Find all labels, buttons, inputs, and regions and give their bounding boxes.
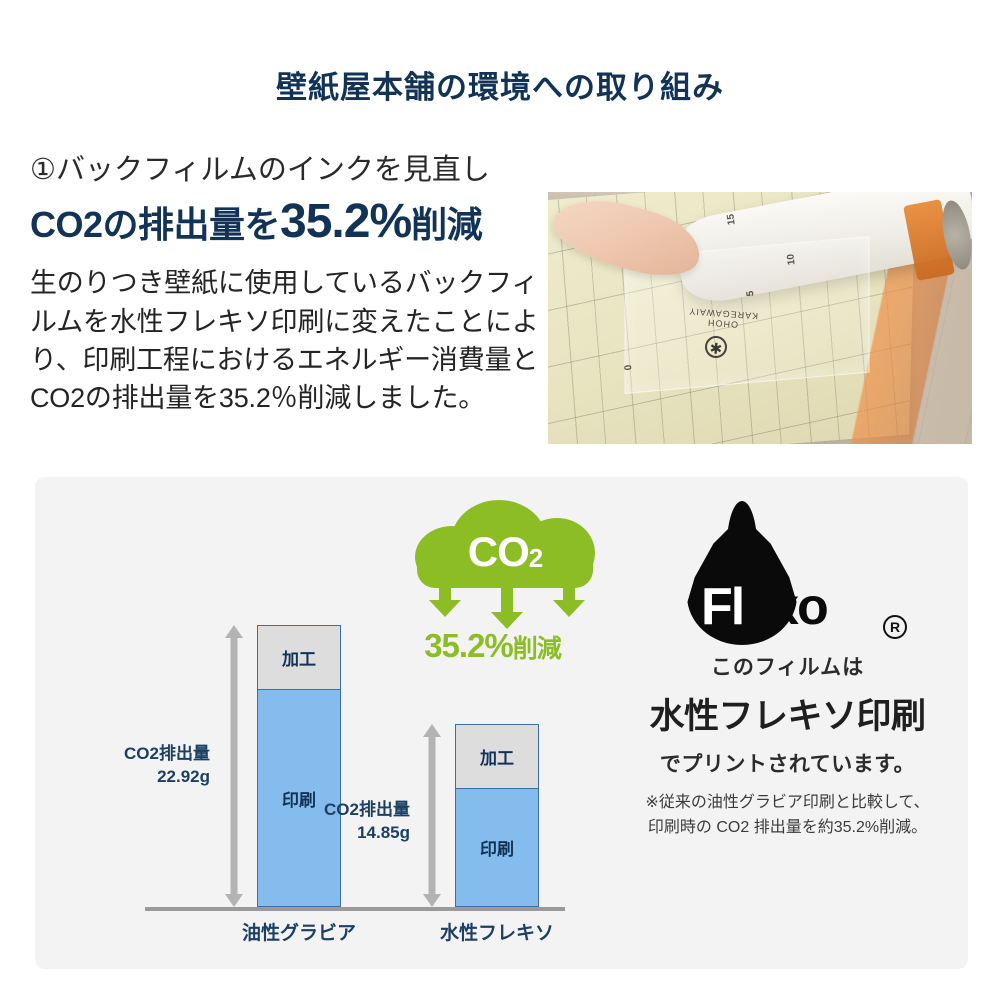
ruler-mark-10: 10 (785, 253, 798, 266)
dimension-label-oil-gravure: CO2排出量 22.92g (124, 744, 210, 787)
dimension-arrow-oil-gravure (225, 625, 243, 907)
bar-segment-printing: 印刷 (258, 690, 340, 906)
downward-arrows-icon (429, 583, 585, 631)
bar-group-water-flexo: 加工 印刷 水性フレキソ (440, 724, 554, 944)
infographic-panel: 加工 印刷 油性グラビア CO2排出量 22.92g 加工 印刷 水性フレキソ (35, 477, 968, 969)
category-label-water-flexo: 水性フレキソ (439, 923, 555, 944)
co2-bar-chart: 加工 印刷 油性グラビア CO2排出量 22.92g 加工 印刷 水性フレキソ (115, 572, 570, 957)
flexo-line-2: 水性フレキソ印刷 (649, 697, 926, 736)
ruler-mark-15: 15 (725, 213, 738, 226)
headline-suffix: 削減 (411, 204, 483, 246)
intro-body-text: 生のりつき壁紙に使用しているバックフィルムを水性フレキソ印刷に変えたことにより、… (30, 268, 539, 414)
intro-block: ①バックフィルムのインクを見直し CO2の排出量を 35.2% 削減 生のりつき壁紙… (30, 152, 540, 418)
headline-prefix: CO2の排出量を (30, 204, 281, 246)
headline-value: 35.2% (280, 195, 412, 249)
intro-step-line: ①バックフィルムのインクを見直し (30, 154, 490, 186)
dimension-arrow-water-flexo (423, 724, 441, 907)
flexo-line-1: このフィルムは (710, 656, 865, 679)
flexo-footnote: ※従来の油性グラビア印刷と比較して、 印刷時の CO2 排出量を約35.2%削減。 (645, 794, 930, 836)
ruler-mark-0: 0 (623, 364, 635, 371)
bar-segment-processing: 加工 (258, 626, 340, 690)
chart-baseline (145, 907, 565, 911)
co2-cloud-label: CO 2 (467, 528, 544, 575)
intro-headline: CO2の排出量を 35.2% 削減 (30, 196, 540, 248)
flexo-logo: Flexo R (615, 501, 960, 645)
bar-segment-processing: 加工 (456, 725, 538, 789)
flexo-wordmark: Flexo (701, 578, 829, 636)
bar-segment-printing: 印刷 (456, 789, 538, 906)
stacked-bar: 加工 印刷 (455, 724, 539, 907)
flexo-block: Flexo R このフィルムは 水性フレキソ印刷 でプリントされています。 ※従… (615, 501, 960, 841)
registered-trademark-icon: R (883, 615, 907, 639)
dimension-label-water-flexo: CO2排出量 14.85g (324, 800, 410, 843)
stacked-bar: 加工 印刷 (257, 625, 341, 907)
ruler-mark-5: 5 (745, 290, 757, 297)
page-title: 壁紙屋本舗の環境への取り組み (276, 70, 724, 105)
water-drop-tip (727, 501, 757, 553)
co2-cloud-icon: CO 2 (415, 500, 595, 588)
co2-reduction-percent: 35.2%削減 (424, 627, 562, 664)
category-label-oil-gravure: 油性グラビア (241, 923, 357, 944)
flexo-line-3: でプリントされています。 (659, 753, 916, 776)
co2-reduction-badge: CO 2 35.2%削減 (380, 495, 605, 690)
bar-group-oil-gravure: 加工 印刷 油性グラビア (242, 625, 356, 944)
